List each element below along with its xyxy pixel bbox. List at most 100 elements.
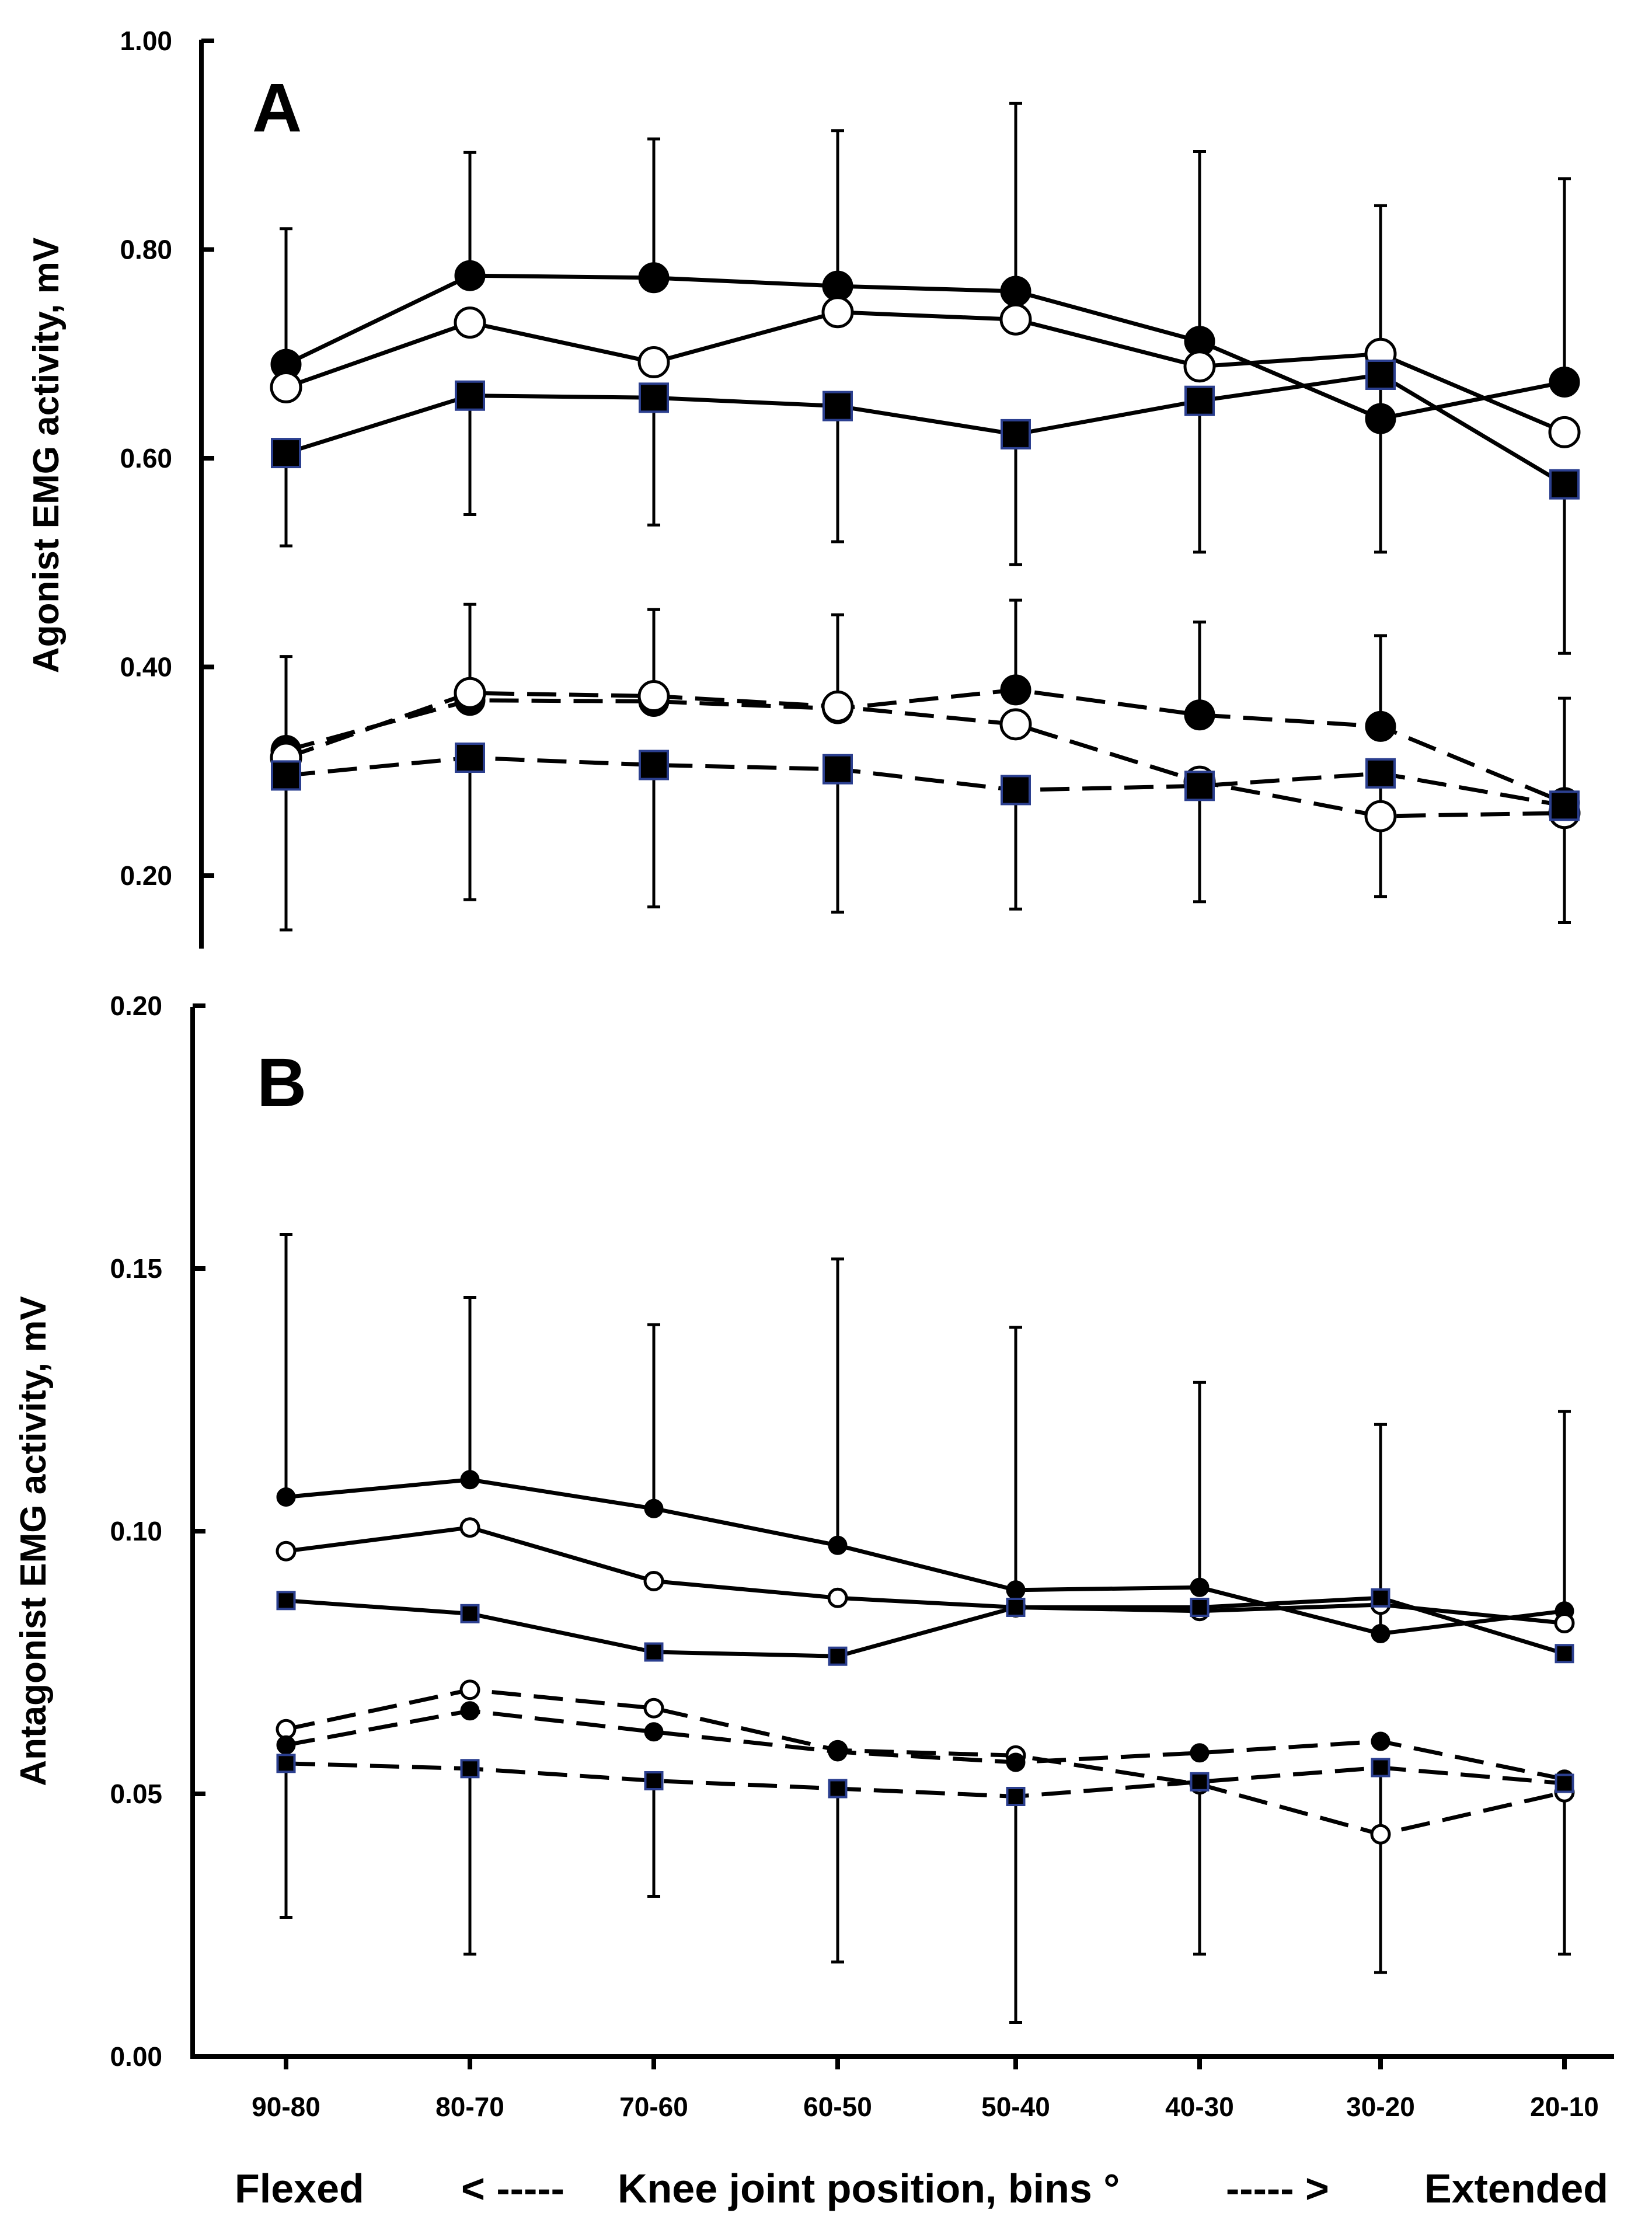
footer-axis-title: Knee joint position, bins ° <box>618 2166 1120 2211</box>
data-point-filled-circle <box>1000 276 1031 307</box>
data-point-filled-square <box>271 760 301 791</box>
data-point-filled-square <box>828 1779 848 1799</box>
data-point-filled-circle <box>454 260 486 291</box>
series-line-filled-square-solid <box>285 372 1566 486</box>
x-tick-label: 40-30 <box>1165 2092 1234 2122</box>
panel-b-plot-area <box>276 1233 1575 2024</box>
data-point-filled-square <box>822 754 853 785</box>
data-point-filled-square <box>644 1771 664 1790</box>
series-line-filled-square-dashed <box>285 755 1565 808</box>
y-tick-label: 0.05 <box>110 1779 162 1809</box>
data-point-filled-circle <box>638 262 670 294</box>
data-point-filled-square <box>276 1754 296 1773</box>
data-point-filled-circle <box>1549 367 1580 398</box>
x-tick-label: 80-70 <box>435 2092 504 2122</box>
data-point-filled-circle <box>1190 1577 1210 1597</box>
data-point-filled-circle <box>460 1470 480 1490</box>
data-point-filled-circle <box>1371 1624 1390 1643</box>
data-point-open-circle <box>637 346 670 379</box>
data-point-filled-circle <box>828 1535 848 1555</box>
series-line-filled-circle-dashed <box>285 1709 1565 1782</box>
data-point-filled-square <box>1190 1598 1210 1617</box>
data-point-open-circle <box>459 1679 480 1700</box>
data-point-filled-square <box>455 743 485 773</box>
panel-a: 1.00 0.80 0.60 0.40 0.20 A Agonist EMG activ… <box>26 26 1581 949</box>
y-tick-label: 0.20 <box>120 860 172 891</box>
data-point-filled-square <box>1371 1758 1390 1778</box>
data-point-filled-square <box>639 382 669 413</box>
panel-a-letter: A <box>252 69 302 147</box>
data-point-filled-square <box>271 438 301 469</box>
data-point-filled-square <box>1555 1644 1574 1664</box>
series-line-filled-square-dashed <box>285 1761 1565 1799</box>
data-point-filled-circle <box>1184 699 1215 731</box>
series-line-open-circle-dashed <box>285 1688 1565 1836</box>
data-point-filled-circle <box>276 1735 296 1755</box>
x-tick-label: 50-40 <box>981 2092 1050 2122</box>
y-tick-label: 0.10 <box>110 1516 162 1546</box>
data-point-filled-circle <box>1371 1731 1390 1751</box>
y-tick-label: 0.80 <box>120 235 172 265</box>
data-point-filled-square <box>455 380 485 411</box>
data-point-filled-circle <box>828 1742 848 1762</box>
data-point-filled-circle <box>460 1701 480 1721</box>
data-point-open-circle <box>999 708 1032 741</box>
data-point-filled-circle <box>1365 710 1396 742</box>
data-point-filled-circle <box>276 1487 296 1507</box>
panel-b-y-ticks: 0.20 0.15 0.10 0.05 0.00 <box>110 991 205 2072</box>
panel-b-x-ticks: 90-80 80-70 70-60 60-50 50-40 40-30 30-20 20-10 <box>252 2057 1599 2122</box>
series-line-filled-circle-dashed <box>285 688 1566 805</box>
data-point-filled-square <box>1365 758 1396 789</box>
panel-b: 0.20 0.15 0.10 0.05 0.00 90-80 80-70 70-60 60-5… <box>13 991 1614 2122</box>
data-point-open-circle <box>827 1587 848 1608</box>
x-tick-label: 90-80 <box>252 2092 320 2122</box>
series-line-filled-circle-solid <box>285 273 1565 421</box>
series-line-open-circle-solid <box>285 1525 1565 1625</box>
y-tick-label: 0.15 <box>110 1253 162 1284</box>
panel-a-y-ticks: 1.00 0.80 0.60 0.40 0.20 <box>120 26 214 891</box>
series-line-open-circle-dashed <box>285 691 1565 818</box>
data-point-filled-square <box>644 1642 664 1662</box>
data-point-open-circle <box>821 690 854 723</box>
panel-a-plot-area <box>270 102 1581 932</box>
y-tick-label: 1.00 <box>120 26 172 56</box>
data-point-filled-square <box>1006 1598 1026 1617</box>
data-point-filled-square <box>1190 1772 1210 1792</box>
data-point-open-circle <box>643 1698 664 1719</box>
x-tick-label: 70-60 <box>619 2092 688 2122</box>
panel-b-y-axis-title: Antagonist EMG activity, mV <box>13 1296 54 1786</box>
data-point-filled-circle <box>1190 1743 1210 1763</box>
data-point-open-circle <box>270 371 302 403</box>
data-point-open-circle <box>454 306 486 339</box>
series-line-filled-circle-solid <box>285 1477 1565 1636</box>
data-point-open-circle <box>1370 1824 1391 1845</box>
data-point-filled-square <box>460 1604 480 1623</box>
x-tick-label: 60-50 <box>803 2092 872 2122</box>
data-point-filled-square <box>1365 360 1396 390</box>
data-point-filled-square <box>828 1646 848 1666</box>
data-point-filled-square <box>276 1591 296 1611</box>
data-point-open-circle <box>999 303 1032 336</box>
footer-arrow-left: < ----- <box>461 2166 564 2211</box>
data-point-open-circle <box>1364 800 1397 832</box>
x-tick-label: 20-10 <box>1530 2092 1599 2122</box>
y-tick-label: 0.20 <box>110 991 162 1021</box>
series-line-filled-square-solid <box>285 1595 1566 1658</box>
data-point-open-circle <box>1183 350 1216 383</box>
data-point-open-circle <box>459 1517 480 1538</box>
data-point-filled-square <box>639 750 669 780</box>
series-line-open-circle-solid <box>285 310 1566 434</box>
data-point-filled-circle <box>644 1722 664 1742</box>
footer-flexed: Flexed <box>235 2166 364 2211</box>
data-point-filled-circle <box>1006 1752 1026 1772</box>
data-point-filled-circle <box>1365 403 1396 434</box>
panel-b-letter: B <box>257 1044 306 1121</box>
data-point-filled-square <box>1001 775 1031 806</box>
data-point-open-circle <box>821 296 854 329</box>
data-point-filled-square <box>1001 419 1031 449</box>
panel-a-y-axis-title: Agonist EMG activity, mV <box>26 238 67 673</box>
data-point-filled-circle <box>644 1498 664 1518</box>
data-point-filled-circle <box>1000 674 1031 706</box>
x-tick-label: 30-20 <box>1346 2092 1415 2122</box>
